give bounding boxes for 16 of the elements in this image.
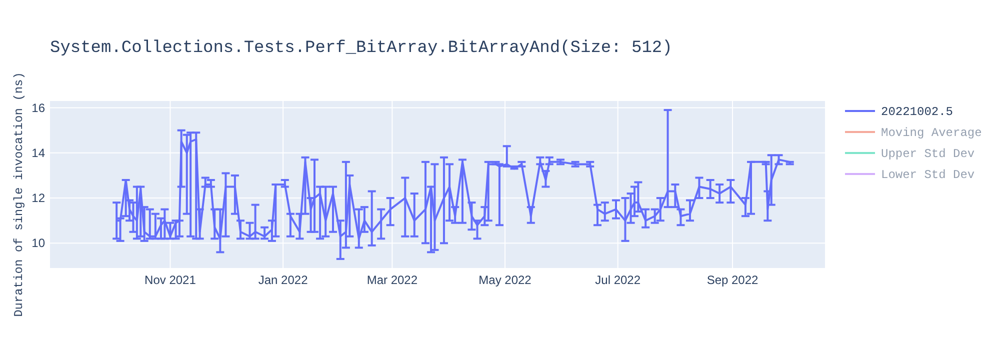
x-tick-label: Sep 2022 [706, 273, 759, 287]
x-tick-label: Nov 2021 [144, 273, 196, 287]
x-tick-label: Jul 2022 [595, 273, 641, 287]
legend-label: Lower Std Dev [881, 168, 975, 182]
legend-label: 20221002.5 [881, 105, 954, 119]
legend-label: Upper Std Dev [881, 147, 975, 161]
x-tick-label: Mar 2022 [366, 273, 418, 287]
x-tick-label: Jan 2022 [258, 273, 308, 287]
y-tick-label: 10 [32, 236, 46, 250]
y-tick-label: 16 [32, 100, 46, 115]
y-tick-label: 14 [32, 146, 46, 160]
y-axis-title: Duration of single invocation (ns) [12, 72, 26, 317]
y-tick-label: 12 [32, 191, 46, 206]
chart-title: System.Collections.Tests.Perf_BitArray.BitArrayAnd(Size: 512) [50, 39, 672, 58]
x-tick-label: May 2022 [478, 273, 532, 287]
legend-label: Moving Average [881, 126, 982, 140]
